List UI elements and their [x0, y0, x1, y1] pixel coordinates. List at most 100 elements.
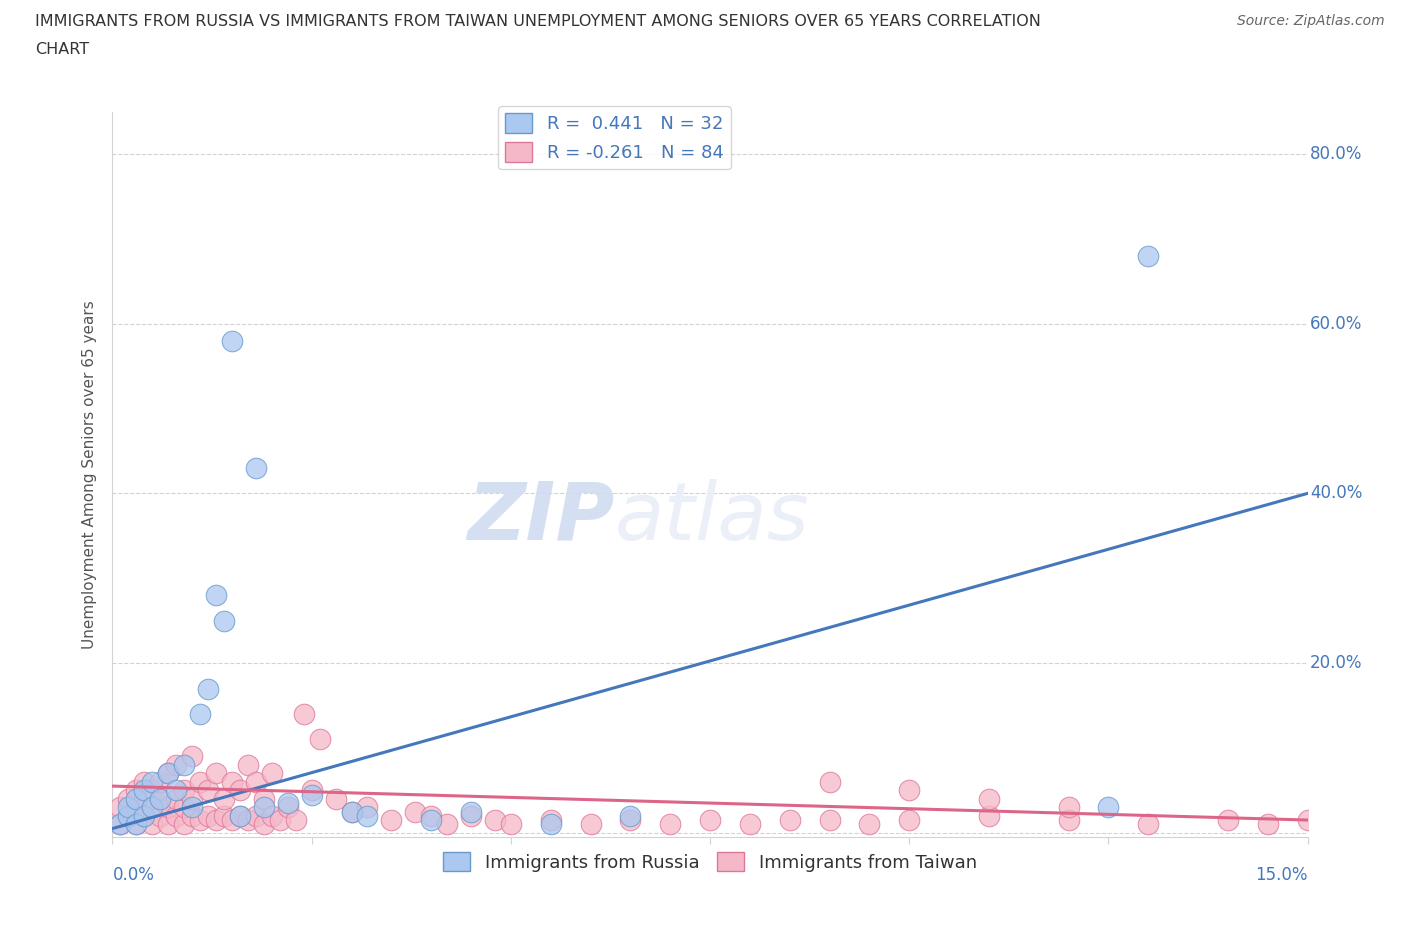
Point [301, 787, 323, 802]
Point [117, 808, 139, 823]
Point [277, 796, 299, 811]
Point [858, 817, 880, 831]
Point [188, 813, 211, 828]
Point [340, 804, 363, 819]
Point [699, 813, 721, 828]
Point [125, 817, 148, 831]
Point [818, 775, 841, 790]
Y-axis label: Unemployment Among Seniors over 65 years: Unemployment Among Seniors over 65 years [82, 300, 97, 649]
Point [141, 817, 163, 831]
Point [380, 813, 402, 828]
Point [436, 817, 458, 831]
Point [157, 800, 180, 815]
Point [212, 808, 235, 823]
Point [165, 783, 187, 798]
Point [1057, 800, 1080, 815]
Point [134, 783, 156, 798]
Point [269, 813, 291, 828]
Point [149, 775, 172, 790]
Point [1137, 817, 1160, 831]
Text: 15.0%: 15.0% [1256, 866, 1308, 884]
Point [260, 766, 283, 781]
Point [141, 775, 163, 790]
Point [125, 783, 148, 798]
Point [356, 800, 378, 815]
Point [245, 808, 267, 823]
Point [977, 791, 1000, 806]
Point [181, 791, 204, 806]
Point [117, 791, 139, 806]
Point [260, 808, 283, 823]
Point [117, 808, 139, 823]
Point [253, 817, 276, 831]
Point [149, 808, 172, 823]
Point [284, 813, 307, 828]
Point [236, 757, 259, 772]
Point [229, 808, 252, 823]
Point [149, 791, 172, 806]
Point [420, 813, 443, 828]
Point [221, 775, 243, 790]
Point [173, 800, 195, 815]
Point [134, 775, 156, 790]
Point [229, 783, 252, 798]
Text: 20.0%: 20.0% [1310, 654, 1362, 672]
Point [165, 791, 187, 806]
Point [540, 813, 562, 828]
Point [125, 800, 148, 815]
Point [579, 817, 602, 831]
Point [1137, 248, 1160, 263]
Point [205, 766, 228, 781]
Text: IMMIGRANTS FROM RUSSIA VS IMMIGRANTS FROM TAIWAN UNEMPLOYMENT AMONG SENIORS OVER: IMMIGRANTS FROM RUSSIA VS IMMIGRANTS FRO… [35, 14, 1040, 29]
Point [818, 813, 841, 828]
Point [221, 333, 243, 348]
Point [540, 817, 562, 831]
Point [165, 808, 187, 823]
Text: 80.0%: 80.0% [1310, 145, 1362, 163]
Point [619, 813, 641, 828]
Point [245, 460, 267, 475]
Text: CHART: CHART [35, 42, 89, 57]
Point [619, 808, 641, 823]
Point [173, 817, 195, 831]
Point [212, 791, 235, 806]
Point [292, 707, 315, 722]
Point [157, 766, 180, 781]
Text: 60.0%: 60.0% [1310, 314, 1362, 333]
Text: Source: ZipAtlas.com: Source: ZipAtlas.com [1237, 14, 1385, 28]
Point [134, 808, 156, 823]
Point [181, 749, 204, 764]
Point [1057, 813, 1080, 828]
Point [499, 817, 522, 831]
Point [253, 800, 276, 815]
Point [1296, 813, 1319, 828]
Legend: Immigrants from Russia, Immigrants from Taiwan: Immigrants from Russia, Immigrants from … [436, 844, 984, 879]
Point [301, 783, 323, 798]
Point [1097, 800, 1119, 815]
Point [484, 813, 506, 828]
Point [221, 813, 243, 828]
Text: 0.0%: 0.0% [112, 866, 155, 884]
Point [738, 817, 761, 831]
Point [460, 804, 482, 819]
Point [157, 817, 180, 831]
Point [173, 757, 195, 772]
Point [197, 808, 219, 823]
Point [205, 813, 228, 828]
Point [181, 808, 204, 823]
Point [110, 817, 132, 831]
Point [277, 800, 299, 815]
Point [977, 808, 1000, 823]
Text: 40.0%: 40.0% [1310, 485, 1362, 502]
Point [173, 783, 195, 798]
Point [125, 791, 148, 806]
Point [1216, 813, 1239, 828]
Point [404, 804, 426, 819]
Point [181, 800, 204, 815]
Point [325, 791, 347, 806]
Point [308, 732, 330, 747]
Point [212, 613, 235, 628]
Text: ZIP: ZIP [467, 479, 614, 557]
Point [898, 813, 921, 828]
Point [141, 800, 163, 815]
